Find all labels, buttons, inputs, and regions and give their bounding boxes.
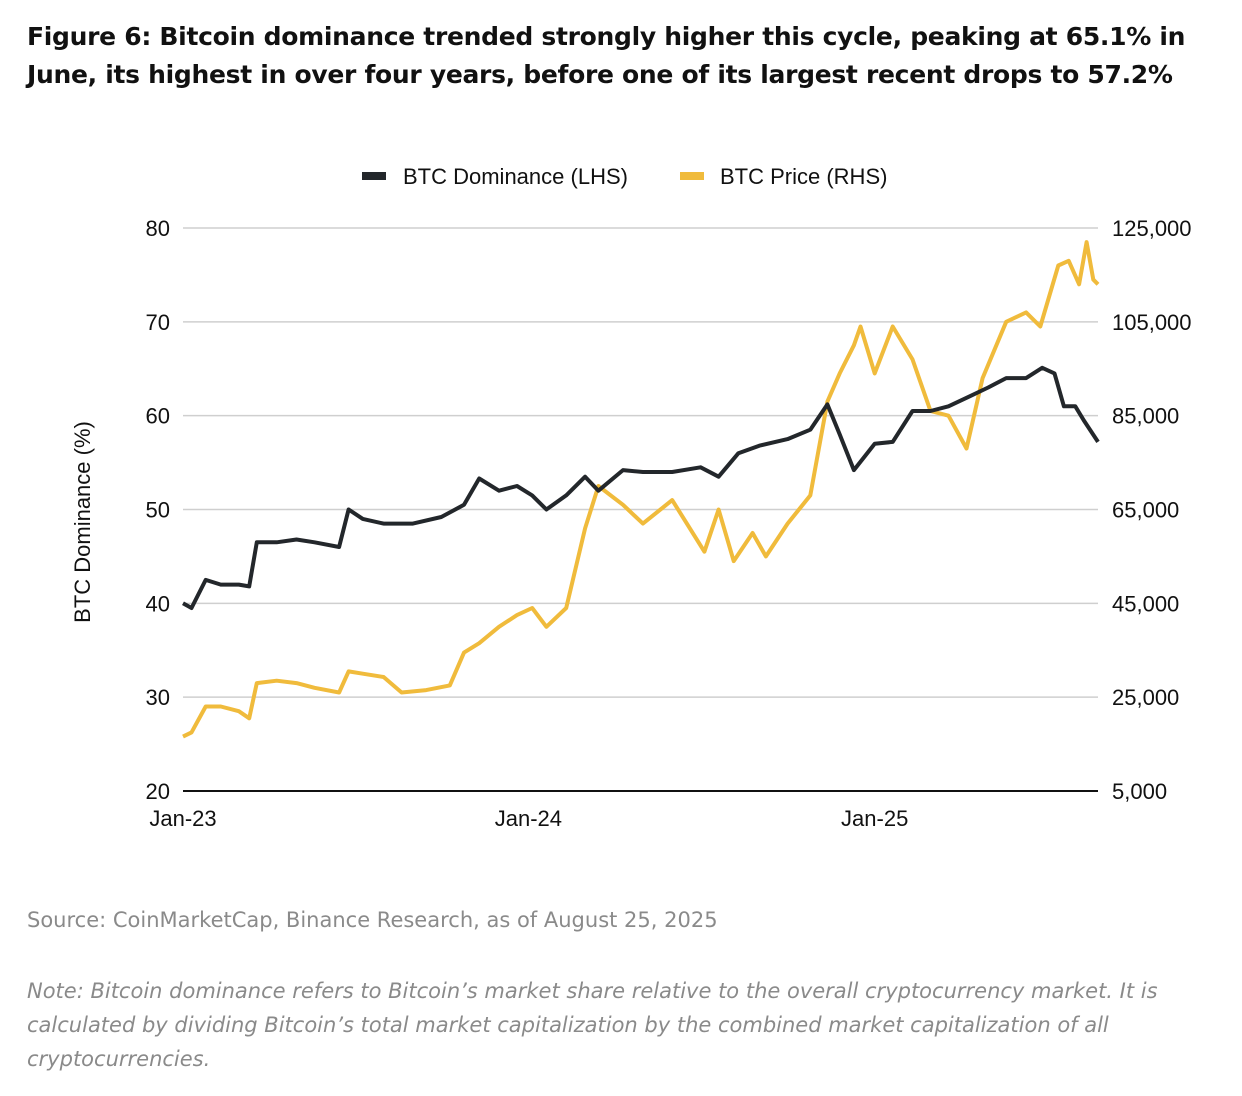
y-tick-label: 40 (146, 591, 170, 616)
series-lines (182, 240, 1100, 739)
y2-tick-label: 125,000 (1112, 216, 1192, 241)
y2-tick-label: 105,000 (1112, 310, 1192, 335)
gridlines (183, 227, 1098, 792)
legend-swatch-dominance (362, 172, 386, 180)
chart: BTC Dominance (LHS) BTC Price (RHS) 80 70… (70, 164, 1192, 831)
y2-tick-label: 5,000 (1112, 779, 1167, 804)
y-tick-label: 30 (146, 685, 170, 710)
y2-tick-label: 85,000 (1112, 404, 1179, 429)
y2-tick-label: 45,000 (1112, 591, 1179, 616)
y2-tick-label: 65,000 (1112, 498, 1179, 523)
legend-label-dominance: BTC Dominance (LHS) (403, 164, 628, 189)
y-tick-label: 20 (146, 779, 170, 804)
y-axis-label: BTC Dominance (%) (70, 421, 95, 623)
note-text: Note: Bitcoin dominance refers to Bitcoi… (27, 979, 1158, 1071)
y-tick-label: 60 (146, 404, 170, 429)
dominance-line (182, 365, 1100, 610)
x-tick-label: Jan-25 (841, 806, 908, 831)
source-text: Source: CoinMarketCap, Binance Research,… (27, 908, 718, 932)
legend-label-price: BTC Price (RHS) (720, 164, 887, 189)
y-axis-right: 125,000 105,000 85,000 65,000 45,000 25,000 5,… (1112, 216, 1192, 804)
y-tick-label: 80 (146, 216, 170, 241)
legend: BTC Dominance (LHS) BTC Price (RHS) (362, 164, 887, 189)
y-tick-label: 50 (146, 498, 170, 523)
y2-tick-label: 25,000 (1112, 685, 1179, 710)
x-axis: Jan-23 Jan-24 Jan-25 (149, 806, 908, 831)
x-tick-label: Jan-23 (149, 806, 216, 831)
figure-title: Figure 6: Bitcoin dominance trended stro… (27, 22, 1186, 89)
x-tick-label: Jan-24 (495, 806, 562, 831)
price-line (182, 240, 1100, 739)
y-axis-left: 80 70 60 50 40 30 20 (146, 216, 170, 804)
y-tick-label: 70 (146, 310, 170, 335)
legend-swatch-price (680, 172, 704, 180)
